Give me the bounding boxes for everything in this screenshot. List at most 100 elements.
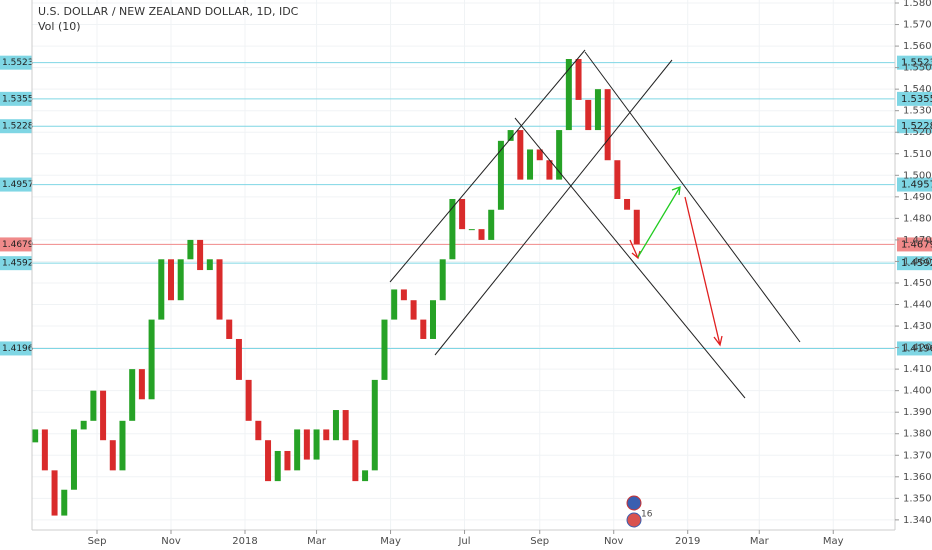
candle-body	[187, 239, 194, 260]
y-tick-label: 1.3900	[903, 407, 932, 418]
candle-body	[488, 209, 495, 240]
candle-body	[265, 440, 272, 482]
y-tick-label: 1.5500	[903, 63, 932, 74]
candle-body	[303, 429, 310, 460]
candle-body	[90, 390, 97, 421]
level-line-label: 1.5355	[2, 94, 34, 104]
chart-subtitle: Vol (10)	[38, 20, 81, 33]
level-line-label: 1.5228	[2, 122, 34, 132]
x-tick-label: Jul	[457, 536, 470, 547]
current-price-line-box	[897, 237, 932, 252]
candle-body	[216, 259, 223, 320]
candle-body	[274, 450, 281, 482]
candle-body	[585, 99, 592, 131]
x-tick-label: May	[823, 536, 844, 547]
candle-body	[536, 149, 543, 161]
candle-body	[284, 450, 291, 471]
level-line-label: 1.5355	[901, 94, 932, 105]
candle-body	[517, 130, 524, 180]
x-tick-label: May	[380, 536, 401, 547]
y-tick-label: 1.5100	[903, 149, 932, 160]
candle-body	[332, 410, 339, 441]
candle-body	[527, 149, 534, 180]
x-tick-label: 2019	[675, 536, 700, 547]
candle-body	[323, 429, 330, 441]
candle-body	[624, 198, 631, 210]
y-tick-label: 1.3600	[903, 472, 932, 483]
level-line-box	[897, 55, 932, 70]
candle-body	[100, 390, 107, 441]
y-tick-label: 1.5700	[903, 20, 932, 31]
candle-body	[109, 440, 116, 471]
level-line-box	[897, 256, 932, 271]
candle-body	[51, 470, 58, 516]
y-tick-label: 1.5000	[903, 170, 932, 181]
y-tick-label: 1.4700	[903, 235, 932, 246]
event-icon[interactable]	[626, 512, 642, 528]
level-line-box	[0, 341, 32, 356]
y-tick-label: 1.4000	[903, 386, 932, 397]
level-line-label: 1.4196	[2, 344, 34, 354]
arrow	[637, 186, 681, 258]
y-tick-label: 1.3800	[903, 429, 932, 440]
chart-title: U.S. DOLLAR / NEW ZEALAND DOLLAR, 1D, ID…	[38, 5, 299, 18]
candle-body	[391, 289, 398, 320]
candle-body	[235, 338, 242, 380]
level-line-box	[897, 177, 932, 192]
candle-body	[129, 369, 136, 421]
candle-body	[381, 319, 388, 380]
y-tick-label: 1.5600	[903, 41, 932, 52]
levels: 1.5523 1.5523 1.5355 1.5355 1.5228 1.5228 1.49…	[0, 55, 932, 356]
level-line-label: 1.4957	[2, 180, 34, 190]
trend-line	[389, 49, 586, 283]
y-tick-label: 1.5800	[903, 0, 932, 9]
candle-body	[371, 379, 378, 471]
x-tick-label: Sep	[530, 536, 549, 547]
level-line-label: 1.5228	[901, 121, 932, 132]
level-line-box	[0, 91, 32, 106]
candle-body	[497, 140, 504, 210]
current-price-line-label: 1.4679	[901, 239, 932, 250]
y-tick-label: 1.4300	[903, 321, 932, 332]
candle-body	[633, 209, 640, 245]
candle-body	[158, 259, 165, 320]
y-tick-label: 1.5400	[903, 84, 932, 95]
level-line-label: 1.4196	[901, 343, 932, 354]
x-tick-label: Sep	[88, 536, 107, 547]
event-count: 16	[641, 510, 653, 520]
level-line-box	[0, 256, 32, 271]
candle-body	[206, 259, 213, 271]
y-tick-label: 1.4900	[903, 192, 932, 203]
candle-body	[362, 470, 369, 482]
level-line-box	[897, 91, 932, 106]
y-tick-label: 1.4200	[903, 343, 932, 354]
candle-body	[556, 130, 563, 180]
event-icon[interactable]	[626, 495, 642, 511]
level-line-label: 1.5523	[2, 58, 34, 68]
candle-body	[468, 229, 475, 231]
level-line-label: 1.4592	[901, 258, 932, 269]
candle-body	[41, 429, 48, 471]
candle-body	[507, 130, 514, 141]
candles	[32, 59, 640, 516]
x-tick-label: Nov	[161, 536, 181, 547]
candle-body	[255, 420, 262, 441]
candle-body	[594, 89, 601, 131]
candle-body	[197, 239, 204, 271]
drawings	[389, 49, 801, 399]
level-line-label: 1.4592	[2, 259, 34, 269]
candle-body	[294, 429, 301, 471]
candle-body	[478, 229, 485, 240]
candle-body	[420, 319, 427, 339]
level-line-label: 1.4957	[901, 180, 932, 191]
arrows	[629, 186, 723, 347]
trend-line	[514, 117, 746, 399]
x-tick-label: Nov	[604, 536, 624, 547]
x-tick-label: Mar	[750, 536, 770, 547]
candle-body	[449, 198, 456, 260]
candle-body	[168, 259, 175, 301]
candle-body	[565, 59, 572, 131]
current-price-line-label: 1.4679	[2, 240, 34, 250]
level-line-box	[0, 119, 32, 134]
